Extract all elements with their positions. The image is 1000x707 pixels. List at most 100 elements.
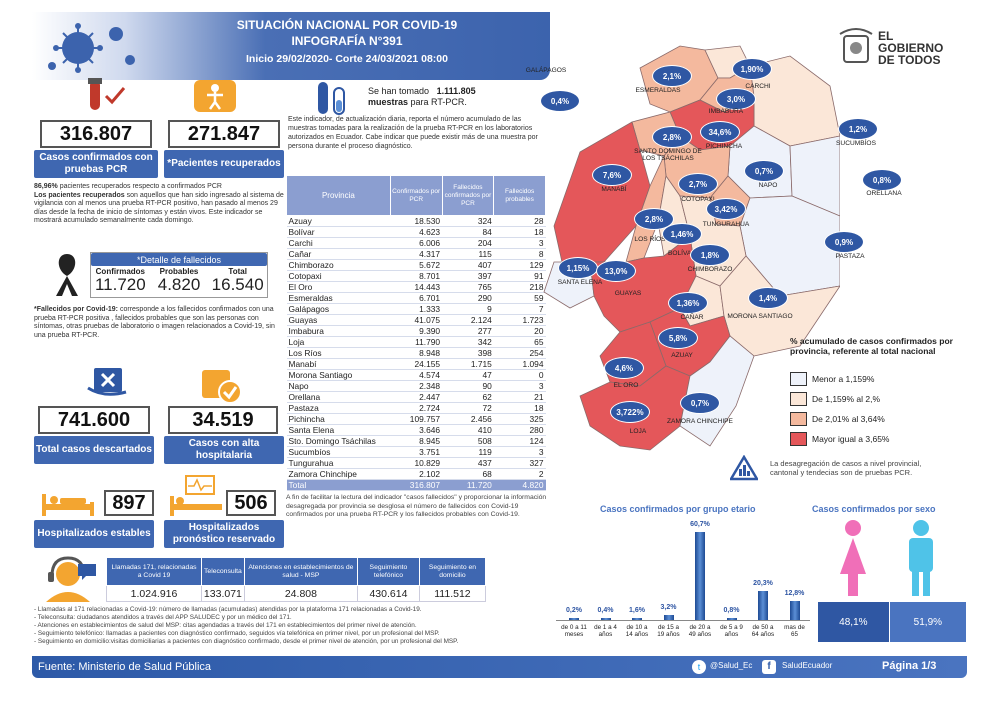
age-bar-value: 12,8%	[784, 590, 805, 598]
province-value: 18	[493, 226, 546, 238]
age-bar	[695, 531, 705, 620]
province-label: CAÑAR	[680, 314, 704, 321]
province-value: 18.530	[390, 215, 443, 227]
age-bar	[569, 618, 579, 620]
table-row: Tungurahua 10.829 437 327	[286, 457, 546, 469]
province-value: 124	[493, 435, 546, 447]
twitter-handle[interactable]: @Salud_Ec	[710, 661, 753, 670]
map-note: La desagregación de casos a nivel provin…	[770, 459, 922, 477]
province-name: Orellana	[286, 391, 391, 403]
province-value: 65	[493, 336, 546, 348]
province-table: Provincia Confirmados por PCR Fallecidos…	[286, 175, 546, 491]
province-name: Imbabura	[286, 325, 391, 337]
table-row: Orellana 2.447 62 21	[286, 391, 546, 403]
province-label: GUAYAS	[614, 290, 642, 297]
province-value: 2.456	[442, 413, 494, 425]
age-bar-category: de 15 a 19 años	[657, 624, 680, 638]
province-name: Manabí	[286, 358, 391, 370]
age-bar-value: 0,2%	[566, 607, 582, 614]
deaths-confirmed-header: Confirmados	[95, 267, 145, 276]
table-row: Los Ríos 8.948 398 254	[286, 347, 546, 359]
age-bar-category: de 50 a 64 años	[751, 624, 775, 638]
table-row: Zamora Chinchipe 2.102 68 2	[286, 468, 546, 480]
province-value: 47	[442, 369, 494, 381]
province-value: 3	[493, 237, 546, 249]
hospital-bed-icon	[42, 494, 94, 516]
calls-header: Llamadas 171, relacionadas a Covid 19	[105, 557, 203, 586]
province-value: 129	[493, 259, 546, 271]
province-value: 2.102	[390, 468, 443, 480]
age-bar-value: 0,4%	[597, 607, 614, 614]
col-fallecidos: Fallecidos confirmados por PCR	[441, 175, 495, 216]
table-row: Sucumbíos 3.751 119 3	[286, 446, 546, 458]
table-row: Total 316.807 11.720 4.820	[286, 479, 546, 491]
calls-value: 1.024.916	[105, 585, 203, 602]
province-label: ORELLANA	[866, 190, 902, 197]
province-value: 11.720	[442, 479, 494, 491]
province-label: MORONA SANTIAGO	[727, 313, 793, 320]
logo-line3: DE TODOS	[878, 53, 941, 67]
legend-swatch	[790, 392, 807, 406]
age-chart-title: Casos confirmados por grupo etario	[600, 504, 756, 514]
province-value: 765	[442, 281, 494, 293]
deaths-title: *Detalle de fallecidos	[91, 253, 267, 266]
province-value: 68	[442, 468, 494, 480]
province-value: 324	[442, 215, 494, 227]
province-pct-bubble: 13,0%	[596, 260, 636, 282]
province-value: 2.124	[442, 314, 494, 326]
province-name: Carchi	[286, 237, 391, 249]
province-label: CARCHI	[745, 83, 771, 90]
province-name: Galápagos	[286, 303, 391, 315]
calls-note-line: - Teleconsulta: ciudadanos atendidos a t…	[34, 614, 292, 621]
table-row: El Oro 14.443 765 218	[286, 281, 546, 293]
hosp-stable-label: Hospitalizados estables	[34, 520, 154, 548]
government-logo: EL GOBIERNO DE TODOS	[836, 26, 943, 70]
province-value: 2.447	[390, 391, 443, 403]
province-pct-bubble: 3,722%	[610, 401, 650, 423]
male-icon	[909, 520, 933, 596]
table-row: Loja 11.790 342 65	[286, 336, 546, 348]
province-label: IMBABURA	[708, 108, 744, 115]
province-pct-bubble: 3,0%	[716, 88, 756, 110]
province-value: 290	[442, 292, 494, 304]
province-value: 8	[493, 248, 546, 260]
footer: Fuente: Ministerio de Salud Pública t @S…	[32, 656, 967, 678]
header-banner: SITUACIÓN NACIONAL POR COVID-19 INFOGRAF…	[32, 12, 550, 80]
age-bar-category: de 20 a 49 años	[688, 624, 712, 638]
province-label: ESMERALDAS	[635, 87, 681, 94]
province-value: 4.623	[390, 226, 443, 238]
age-bar-value: 3,2%	[660, 604, 677, 612]
table-row: Napo 2.348 90 3	[286, 380, 546, 392]
col-probables: Fallecidos probables	[493, 175, 546, 216]
province-name: Loja	[286, 336, 391, 348]
province-value: 1.723	[493, 314, 546, 326]
province-value: 62	[442, 391, 494, 403]
deaths-note: *Fallecidos por Covid-19: corresponde a …	[34, 306, 275, 339]
legend-item: De 1,159% al 2,%	[790, 392, 880, 406]
province-value: 397	[442, 270, 494, 282]
age-bar-value: 1,6%	[629, 606, 645, 614]
province-label: SUCUMBÍOS	[836, 140, 876, 147]
table-row: Carchi 6.006 204 3	[286, 237, 546, 249]
table-row: Manabí 24.155 1.715 1.094	[286, 358, 546, 370]
calls-value: 133.071	[201, 585, 245, 602]
province-value: 41.075	[390, 314, 443, 326]
province-value: 327	[493, 457, 546, 469]
province-label: CHIMBORAZO	[687, 266, 733, 273]
province-label: MANABÍ	[601, 186, 627, 193]
twitter-icon[interactable]: t	[692, 660, 706, 674]
province-value: 437	[442, 457, 494, 469]
female-icon	[840, 520, 866, 596]
sex-chart-title: Casos confirmados por sexo	[812, 504, 936, 514]
province-value: 254	[493, 347, 546, 359]
facebook-icon[interactable]: f	[762, 660, 776, 674]
province-label: BOLÍVAR	[667, 250, 697, 257]
recovered-label: *Pacientes recuperados	[164, 150, 284, 178]
province-pct-bubble: 34,6%	[700, 121, 740, 143]
province-value: 18	[493, 402, 546, 414]
calls-header: Seguimiento en domicilio	[418, 557, 487, 586]
province-pct-bubble: 4,6%	[604, 357, 644, 379]
province-label: NAPO	[758, 182, 778, 189]
facebook-handle[interactable]: SaludEcuador	[782, 661, 833, 670]
province-pct-bubble: 0,4%	[540, 90, 580, 112]
